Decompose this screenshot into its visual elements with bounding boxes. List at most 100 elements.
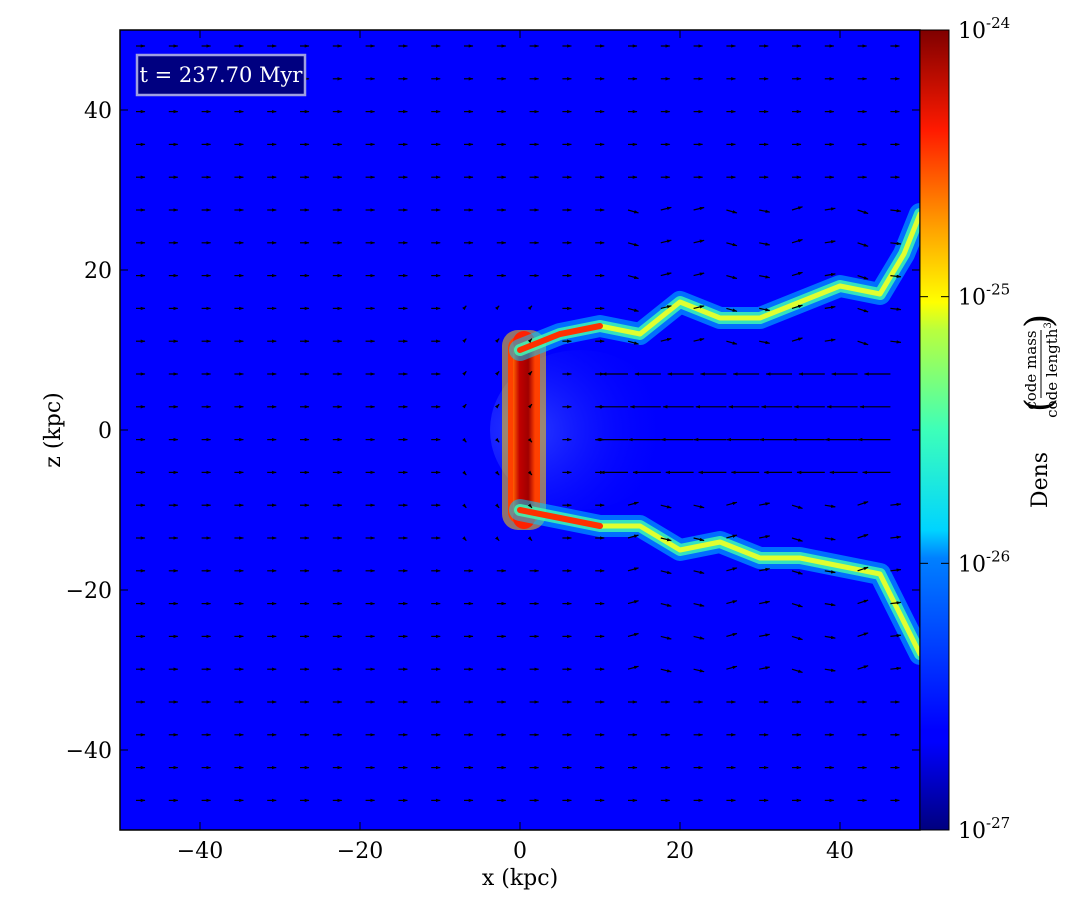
colorbar-gradient bbox=[919, 29, 950, 831]
velocity-arrow bbox=[890, 666, 902, 671]
velocity-arrow bbox=[527, 371, 533, 376]
velocity-arrow bbox=[693, 537, 705, 542]
velocity-arrow bbox=[824, 207, 836, 211]
velocity-arrow bbox=[890, 601, 902, 605]
axes: −40 −20 0 20 40 −40 −20 0 20 40 bbox=[66, 30, 920, 864]
velocity-arrow bbox=[824, 602, 836, 607]
velocity-arrow bbox=[660, 570, 672, 574]
velocity-arrow bbox=[693, 272, 705, 277]
colorbar-tick-label: 10-27 bbox=[958, 814, 1010, 844]
velocity-arrow bbox=[494, 536, 500, 541]
dense-core-column bbox=[513, 342, 535, 518]
velocity-arrow bbox=[857, 632, 869, 637]
velocity-arrow bbox=[890, 634, 902, 638]
velocity-arrow bbox=[857, 599, 869, 605]
velocity-arrow bbox=[726, 600, 738, 605]
velocity-arrow bbox=[791, 504, 803, 509]
velocity-arrow bbox=[462, 403, 467, 409]
y-tick-label: −20 bbox=[66, 579, 112, 604]
velocity-arrow bbox=[890, 340, 902, 344]
x-tick-label: 40 bbox=[826, 839, 854, 864]
velocity-arrow bbox=[791, 337, 803, 342]
velocity-arrow bbox=[791, 239, 803, 244]
x-tick-label: 20 bbox=[666, 839, 694, 864]
velocity-arrow bbox=[824, 305, 836, 310]
velocity-arrow bbox=[494, 437, 500, 443]
velocity-arrow bbox=[660, 635, 672, 640]
velocity-arrow bbox=[726, 209, 738, 214]
velocity-arrow bbox=[527, 437, 533, 443]
velocity-arrow bbox=[527, 536, 533, 541]
upper-tail-root bbox=[517, 323, 603, 353]
density-features bbox=[502, 203, 920, 665]
y-tick-label: −40 bbox=[66, 739, 112, 764]
velocity-arrow bbox=[660, 668, 672, 673]
velocity-arrow bbox=[890, 274, 902, 278]
velocity-arrow bbox=[726, 340, 738, 345]
colorbar-label: Dens ( code mass code length3 ) bbox=[1019, 314, 1061, 508]
colorbar-tick-label: 10-24 bbox=[958, 14, 1010, 44]
velocity-arrow bbox=[857, 340, 869, 346]
velocity-arrow bbox=[627, 600, 639, 605]
velocity-arrow bbox=[660, 537, 672, 542]
velocity-arrow bbox=[627, 275, 639, 280]
time-annotation: t = 237.70 Myr bbox=[135, 53, 307, 97]
velocity-arrow bbox=[824, 668, 836, 672]
velocity-arrow bbox=[890, 568, 902, 572]
velocity-arrow bbox=[462, 338, 467, 343]
colorbar-label-main: Dens bbox=[1028, 452, 1053, 508]
velocity-arrow bbox=[726, 534, 738, 539]
velocity-arrow bbox=[726, 632, 738, 637]
velocity-arrow bbox=[627, 209, 639, 214]
velocity-arrow bbox=[759, 209, 771, 213]
velocity-arrow bbox=[726, 501, 738, 506]
y-tick-label: 20 bbox=[84, 259, 112, 284]
velocity-arrow bbox=[857, 307, 869, 313]
velocity-arrow bbox=[824, 338, 836, 342]
velocity-arrow bbox=[660, 603, 672, 607]
colorbar-label-numerator: code mass bbox=[1022, 330, 1040, 409]
velocity-arrow bbox=[857, 242, 869, 247]
colorbar-label-denominator-exp: 3 bbox=[1043, 322, 1054, 328]
colorbar-label-denominator: code length3 bbox=[1043, 322, 1061, 418]
velocity-arrow bbox=[627, 501, 639, 506]
colorbar-ticks: 10-24 10-25 10-26 10-27 bbox=[920, 14, 1010, 844]
velocity-arrow bbox=[693, 239, 705, 244]
x-tick-label: −20 bbox=[337, 839, 383, 864]
velocity-arrow bbox=[824, 240, 836, 244]
velocity-arrow bbox=[527, 503, 533, 509]
velocity-arrow bbox=[660, 305, 672, 309]
velocity-arrow bbox=[824, 272, 836, 277]
velocity-arrow bbox=[890, 241, 902, 246]
velocity-arrow bbox=[759, 535, 771, 539]
velocity-arrow bbox=[759, 307, 771, 312]
velocity-arrow bbox=[726, 275, 738, 280]
velocity-arrow bbox=[693, 504, 705, 509]
velocity-arrow bbox=[627, 242, 639, 247]
lower-tail-root bbox=[517, 507, 603, 529]
velocity-arrow bbox=[462, 536, 467, 541]
colorbar-tick-label: 10-25 bbox=[958, 281, 1010, 311]
velocity-arrow bbox=[693, 603, 705, 607]
velocity-arrow bbox=[791, 668, 803, 673]
colorbar-tick-label: 10-26 bbox=[958, 547, 1010, 577]
velocity-arrow bbox=[759, 340, 771, 345]
velocity-arrow bbox=[824, 570, 836, 574]
y-tick-label: 0 bbox=[98, 419, 112, 444]
velocity-arrow bbox=[660, 239, 672, 244]
velocity-arrow bbox=[791, 206, 803, 211]
velocity-arrow bbox=[759, 502, 771, 506]
velocity-arrow bbox=[527, 338, 533, 343]
velocity-arrow bbox=[791, 537, 803, 542]
velocity-arrow bbox=[791, 635, 803, 641]
velocity-arrow bbox=[494, 371, 500, 376]
velocity-arrow bbox=[462, 470, 467, 476]
colorbar-paren-right: ) bbox=[1019, 314, 1060, 328]
velocity-arrow bbox=[824, 635, 836, 640]
velocity-arrow bbox=[494, 403, 500, 409]
y-axis-label: z (kpc) bbox=[41, 392, 66, 468]
velocity-arrow bbox=[726, 567, 738, 572]
velocity-arrows bbox=[136, 44, 902, 803]
velocity-arrow bbox=[824, 537, 836, 541]
